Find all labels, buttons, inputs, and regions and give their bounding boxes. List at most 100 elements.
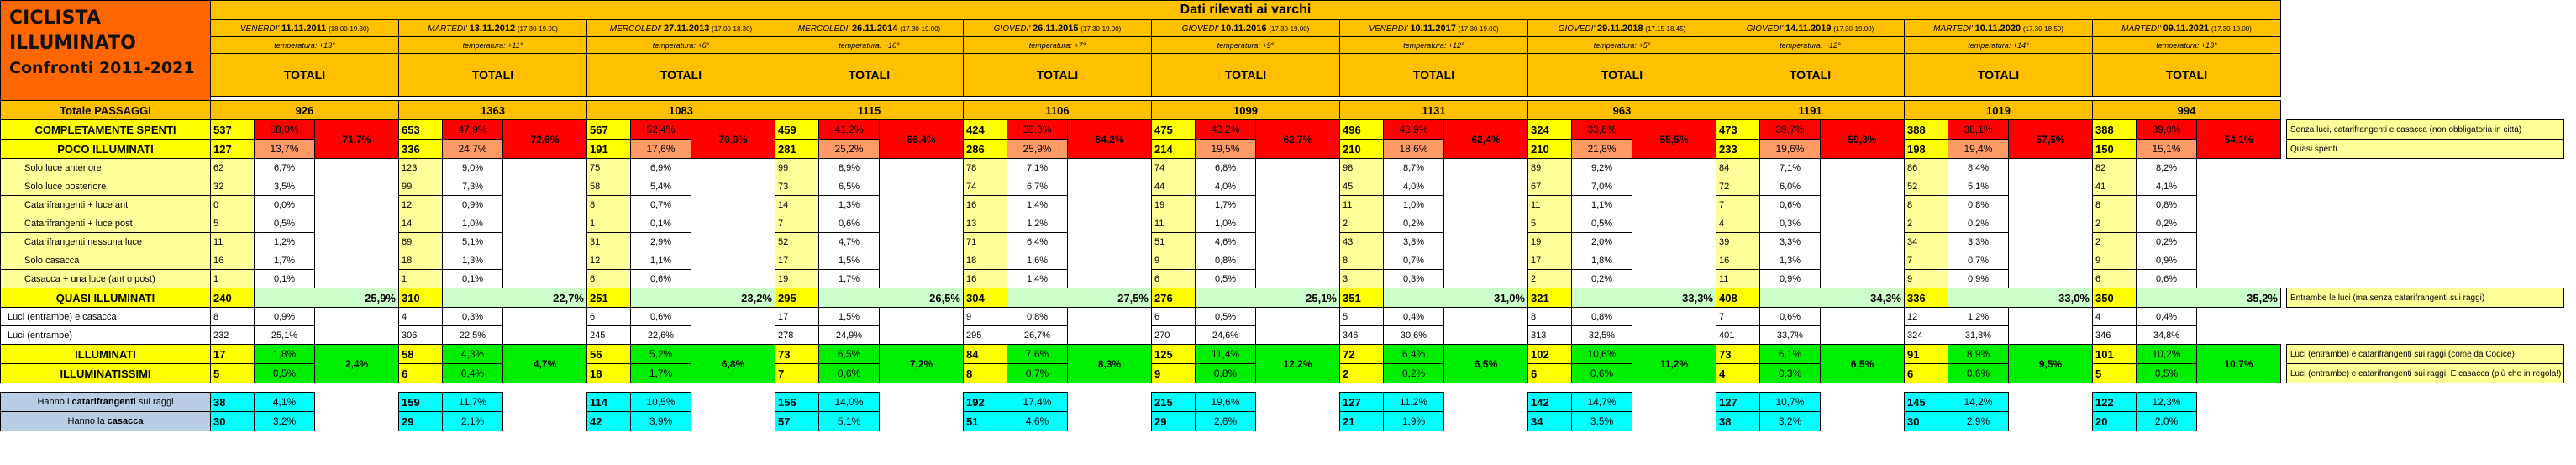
sub-row-label: Catarifrangenti nessuna luce: [0, 232, 211, 251]
spacer: [2281, 140, 2287, 159]
spacer: [1632, 270, 1716, 288]
spacer: [1632, 308, 1716, 326]
spenti-percent: 52,4%: [630, 119, 691, 140]
spacer: [1821, 196, 1905, 214]
sub-percent: 8,4%: [1948, 158, 2009, 177]
date-time: (17.15-18.45): [1645, 24, 1686, 33]
sub-percent: 4,0%: [1383, 177, 1444, 196]
spacer: [1632, 251, 1716, 270]
catarifrangenti-count: 127: [1339, 392, 1384, 412]
spenti-percent: 43,2%: [1195, 119, 1256, 140]
catarifrangenti-percent: 14,7%: [1571, 392, 1632, 412]
spacer: [691, 214, 775, 233]
casacca-count: 29: [1151, 411, 1196, 431]
sub-percent: 2,0%: [1571, 232, 1632, 251]
spacer: [2009, 412, 2093, 431]
sub-count: 9: [1904, 269, 1948, 288]
sub-count: 6: [2092, 269, 2137, 288]
sub-percent: 7,3%: [442, 177, 503, 196]
totals-header: TOTALI: [1151, 53, 1340, 97]
spacer: [503, 196, 587, 214]
casacca-count: 57: [775, 411, 819, 431]
date-time: (17.30-18.50): [2022, 24, 2063, 33]
temperature: temperatura: +6°: [586, 36, 775, 54]
spacer: [880, 326, 964, 345]
spenti-count: 537: [210, 119, 255, 140]
comparison-table: CICLISTA ILLUMINATO Confronti 2011-2021 Dat…: [0, 0, 2565, 431]
illuminati-percent: 6,4%: [1383, 344, 1444, 364]
spacer: [1256, 326, 1340, 345]
illuminatissimi-percent: 1,7%: [630, 363, 691, 383]
catarifrangenti-count: 159: [398, 392, 443, 412]
spacer: [315, 196, 399, 214]
spenti-percent: 33,6%: [1571, 119, 1632, 140]
illuminati-percent: 6,1%: [1759, 344, 1821, 364]
sub-percent: 1,4%: [1007, 269, 1068, 288]
sub-percent: 6,9%: [630, 158, 691, 177]
dark-total-percent: 64,2%: [1067, 119, 1152, 159]
casacca-percent: 1,9%: [1383, 411, 1444, 431]
quasi-sub-count: 8: [1527, 307, 1572, 326]
row-label-ill: ILLUMINATI: [0, 344, 211, 364]
sub-percent: 0,5%: [254, 214, 315, 233]
sub-count: 7: [1904, 251, 1948, 270]
quasi-sub-count: 8: [210, 307, 255, 326]
date-time: (17.30-19.00): [517, 24, 558, 33]
sub-count: 32: [210, 177, 255, 196]
spacer: [2009, 177, 2093, 196]
spacer: [1444, 308, 1528, 326]
sub-percent: 4,1%: [2136, 177, 2197, 196]
quasi-sub-count: 401: [1716, 325, 1760, 345]
sub-percent: 0,1%: [442, 269, 503, 288]
poco-percent: 18,6%: [1383, 139, 1444, 159]
casacca-percent: 4,6%: [1007, 411, 1068, 431]
casacca-count: 42: [586, 411, 631, 431]
quasi-sub-percent: 0,8%: [1007, 307, 1068, 326]
spacer: [1444, 251, 1528, 270]
spacer: [503, 214, 587, 233]
sub-percent: 0,9%: [2136, 251, 2197, 270]
spacer: [1444, 326, 1528, 345]
sub-count: 13: [963, 214, 1007, 233]
illuminati-count: 125: [1151, 344, 1196, 364]
spacer: [1821, 251, 1905, 270]
session-date: GIOVEDI' 26.11.2015 (17.30-19.00): [963, 19, 1152, 37]
casacca-count: 51: [963, 411, 1007, 431]
spacer: [691, 308, 775, 326]
casacca-percent: 2,6%: [1195, 411, 1256, 431]
sub-percent: 6,4%: [1007, 232, 1068, 251]
quasi-percent: 31,0%: [1383, 288, 1528, 308]
sub-percent: 0,8%: [2136, 195, 2197, 214]
sub-count: 72: [1716, 177, 1760, 196]
spacer: [691, 412, 775, 431]
quasi-sub-percent: 22,6%: [630, 325, 691, 345]
quasi-sub-count: 346: [1339, 325, 1384, 345]
sub-count: 19: [775, 269, 819, 288]
date-time: (17.30-19.00): [2211, 24, 2252, 33]
sub-count: 1: [398, 269, 443, 288]
date-day: GIOVEDI': [1558, 24, 1596, 34]
spacer: [2281, 54, 2564, 97]
note-quasi: Entrambe le luci (ma senza catarifrangen…: [2285, 288, 2565, 308]
date-day: GIOVEDI': [1181, 24, 1219, 34]
row-label-catarifrangenti: Hanno i catarifrangenti sui raggi: [0, 392, 211, 412]
quasi-sub-percent: 25,1%: [254, 325, 315, 345]
catarifrangenti-count: 215: [1151, 392, 1196, 412]
sub-count: 62: [210, 158, 255, 177]
quasi-percent: 34,3%: [1759, 288, 1905, 308]
quasi-count: 251: [586, 288, 631, 308]
illuminati-count: 17: [210, 344, 255, 364]
quasi-sub-percent: 1,2%: [1948, 307, 2009, 326]
spacer: [880, 308, 964, 326]
sub-percent: 1,7%: [1195, 195, 1256, 214]
total-passages: 1115: [775, 100, 964, 120]
report-title: ILLUMINATO: [9, 33, 136, 54]
sub-percent: 1,7%: [818, 269, 880, 288]
quasi-sub-count: 306: [398, 325, 443, 345]
sub-count: 12: [398, 195, 443, 214]
sub-count: 99: [775, 158, 819, 177]
lit-total-percent: 12,2%: [1255, 344, 1340, 383]
quasi-sub-percent: 0,5%: [1195, 307, 1256, 326]
row-label-poco: POCO ILLUMINATI: [0, 139, 211, 159]
quasi-count: 295: [775, 288, 819, 308]
